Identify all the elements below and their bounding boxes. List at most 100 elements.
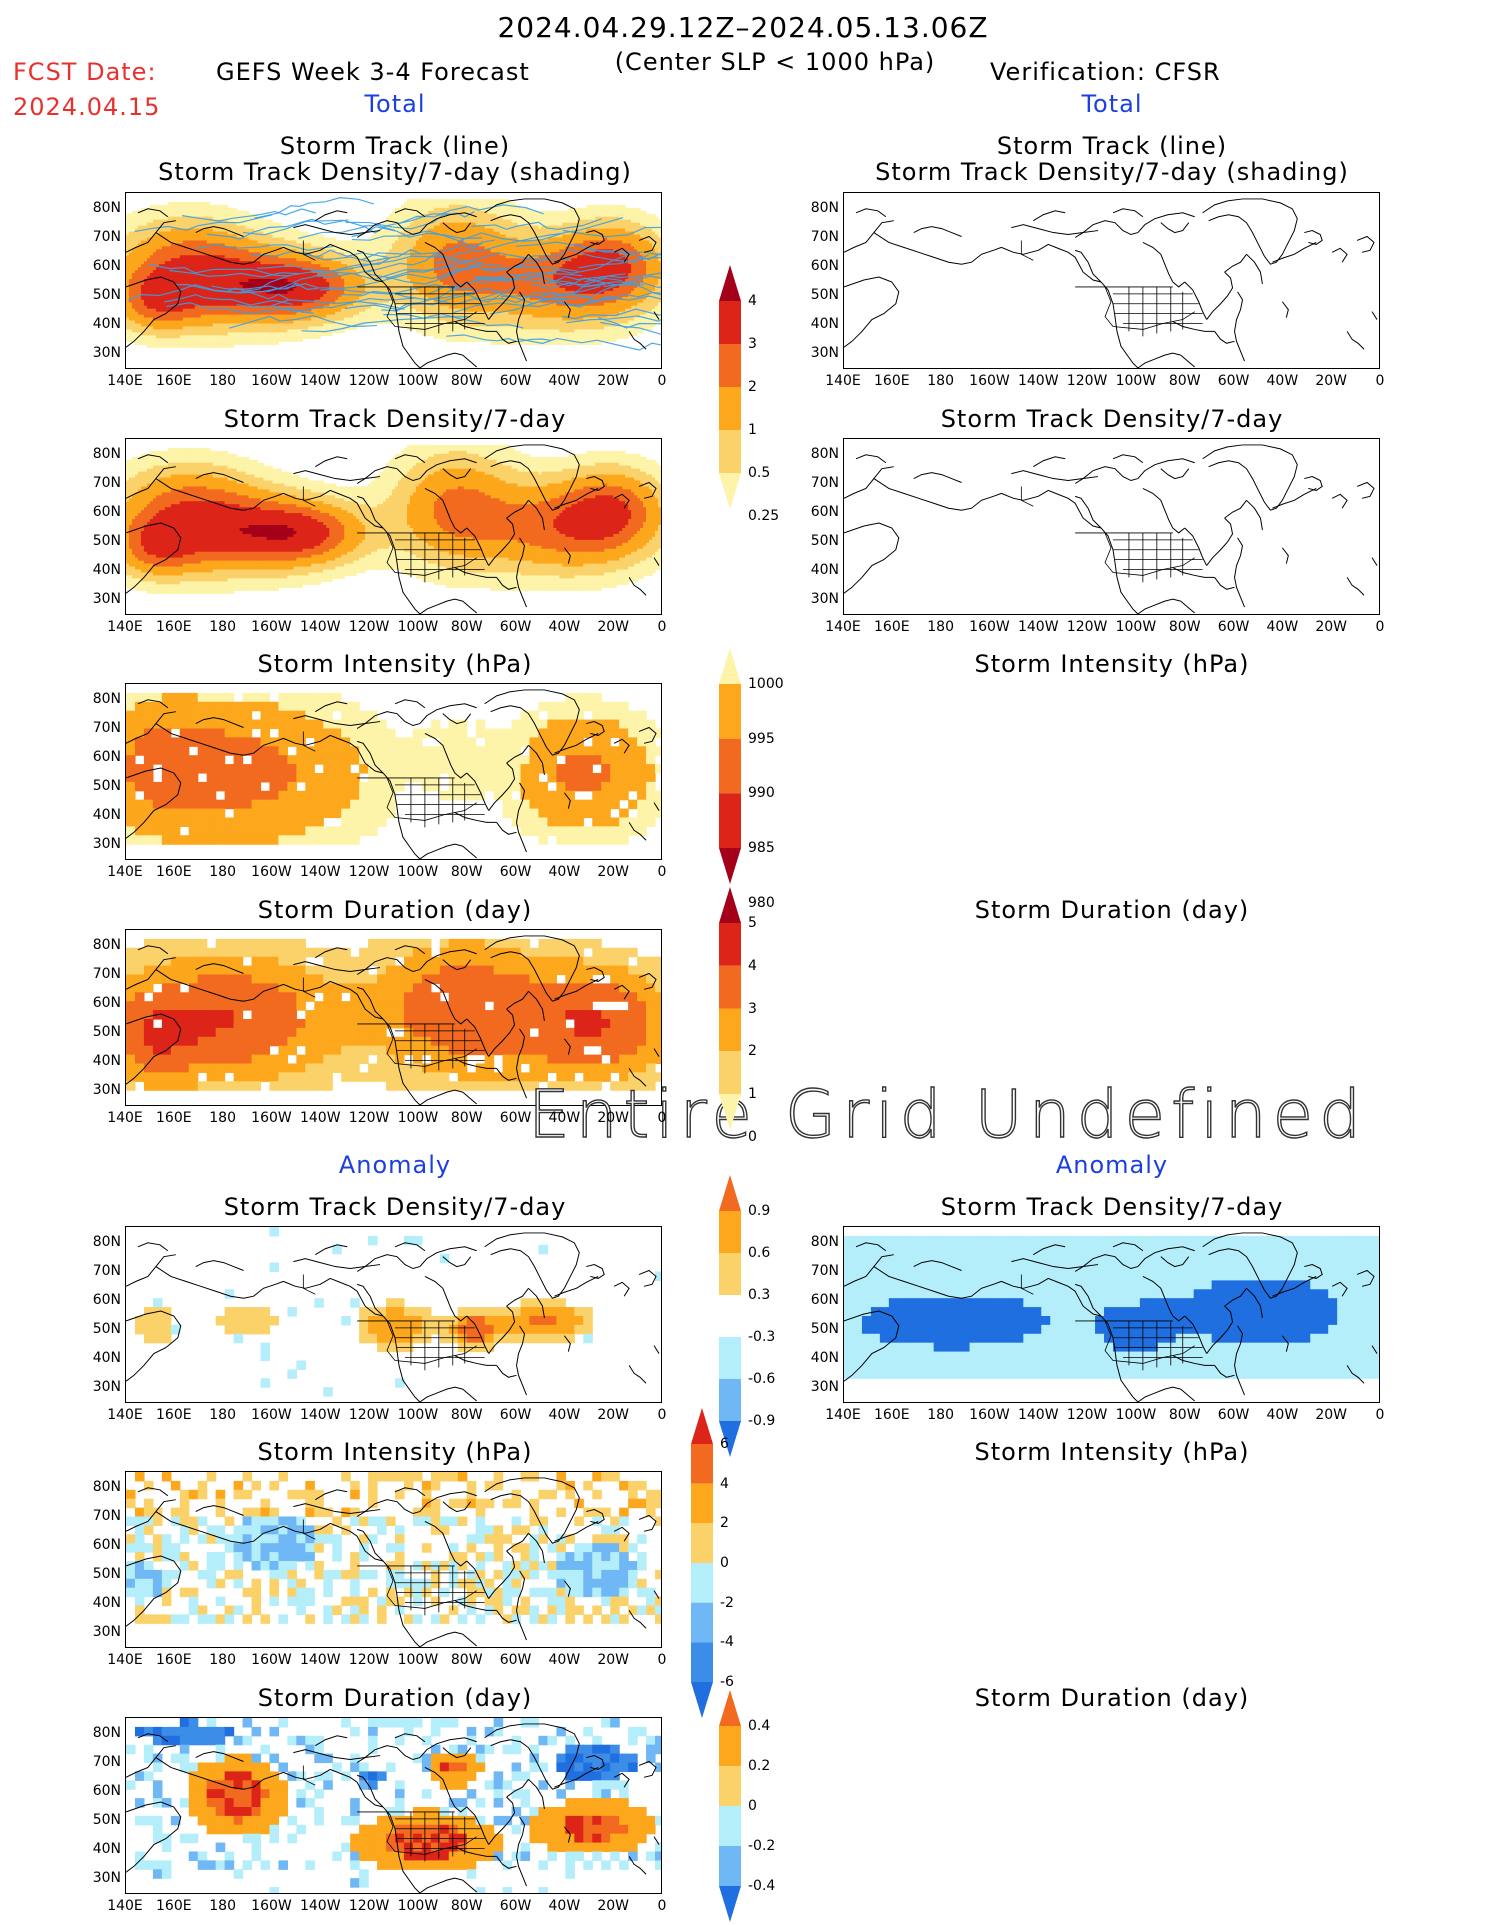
grid-cell: [143, 252, 148, 256]
grid-cell: [472, 231, 477, 236]
grid-cell: [499, 210, 504, 215]
grid-cell: [185, 243, 190, 247]
grid-cell: [188, 213, 193, 218]
grid-cell: [392, 267, 396, 271]
grid-cell: [625, 216, 629, 221]
grid-cell: [517, 279, 522, 283]
grid-cell: [386, 216, 390, 221]
grid-cell: [260, 222, 265, 227]
grid-cell: [418, 258, 423, 262]
grid-cell: [439, 281, 444, 286]
grid-cell: [275, 252, 280, 256]
grid-cell: [383, 252, 387, 256]
grid-cell: [631, 210, 635, 215]
grid-cell: [206, 264, 211, 268]
grid-cell: [655, 279, 659, 283]
grid-cell: [475, 198, 480, 203]
grid-cell: [317, 252, 321, 256]
grid-cell: [239, 270, 244, 274]
grid-cell: [386, 240, 390, 245]
grid-cell: [311, 255, 315, 259]
grid-cell: [583, 240, 587, 245]
grid-cell: [126, 261, 130, 265]
grid-cell: [126, 264, 130, 268]
grid-cell: [643, 252, 647, 256]
grid-cell: [326, 267, 330, 271]
grid-cell: [403, 204, 408, 209]
grid-cell: [571, 284, 575, 289]
grid-cell: [194, 207, 199, 212]
grid-cell: [547, 273, 552, 277]
grid-cell: [209, 210, 214, 215]
grid-cell: [478, 270, 483, 274]
grid-cell: [236, 264, 241, 268]
grid-cell: [502, 249, 507, 253]
date-range: 2024.04.29.12Z–2024.05.13.06Z: [497, 14, 988, 42]
grid-cell: [344, 261, 348, 265]
grid-cell: [586, 210, 590, 215]
grid-cell: [314, 273, 318, 277]
grid-cell: [646, 240, 650, 245]
grid-cell: [245, 270, 250, 274]
grid-cell: [628, 228, 632, 233]
grid-cell: [209, 246, 214, 250]
grid-cell: [167, 287, 172, 292]
grid-cell: [487, 290, 492, 295]
grid-cell: [463, 249, 468, 253]
grid-cell: [409, 258, 414, 262]
grid-cell: [646, 213, 650, 218]
grid-cell: [284, 276, 288, 280]
grid-cell: [415, 207, 420, 212]
grid-cell: [248, 252, 253, 256]
grid-cell: [239, 222, 244, 227]
grid-cell: [487, 234, 492, 239]
grid-cell: [215, 204, 220, 209]
grid-cell: [598, 240, 602, 245]
grid-cell: [347, 284, 351, 289]
grid-cell: [302, 240, 306, 245]
title-density-total-left: Storm Track Density/7-day: [224, 407, 567, 431]
grid-cell: [439, 290, 444, 295]
grid-cell: [415, 249, 420, 253]
grid-cell: [299, 261, 303, 265]
grid-cell: [457, 207, 462, 212]
grid-cell: [341, 284, 345, 289]
grid-cell: [568, 219, 572, 224]
grid-cell: [131, 287, 136, 292]
grid-cell: [383, 222, 387, 227]
grid-cell: [173, 207, 178, 212]
grid-cell: [634, 249, 638, 253]
grid-cell: [532, 225, 537, 230]
grid-cell: [134, 243, 139, 247]
grid-cell: [448, 237, 453, 242]
grid-cell: [266, 290, 271, 295]
grid-cell: [251, 243, 256, 247]
grid-cell: [140, 237, 145, 242]
grid-cell: [394, 237, 399, 242]
grid-cell: [454, 219, 459, 224]
grid-cell: [185, 237, 190, 242]
grid-cell: [655, 243, 659, 247]
grid-cell: [532, 276, 537, 280]
grid-cell: [362, 279, 366, 283]
grid-cell: [149, 231, 154, 236]
grid-cell: [233, 249, 238, 253]
grid-cell: [487, 281, 492, 286]
grid-cell: [254, 222, 259, 227]
grid-cell: [368, 240, 372, 245]
grid-cell: [442, 207, 447, 212]
grid-cell: [604, 204, 608, 209]
grid-cell: [224, 243, 229, 247]
grid-cell: [191, 273, 196, 277]
grid-cell: [559, 246, 563, 250]
grid-cell: [607, 237, 611, 242]
grid-cell: [179, 207, 184, 212]
grid-cell: [179, 201, 184, 206]
grid-cell: [565, 231, 569, 236]
grid-cell: [625, 243, 629, 247]
grid-cell: [251, 234, 256, 239]
grid-cell: [203, 246, 208, 250]
grid-cell: [126, 290, 130, 295]
grid-cell: [418, 204, 423, 209]
grid-cell: [475, 252, 480, 256]
